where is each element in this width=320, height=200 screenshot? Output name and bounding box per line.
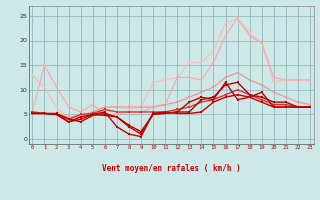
X-axis label: Vent moyen/en rafales ( km/h ): Vent moyen/en rafales ( km/h ) — [102, 164, 241, 173]
